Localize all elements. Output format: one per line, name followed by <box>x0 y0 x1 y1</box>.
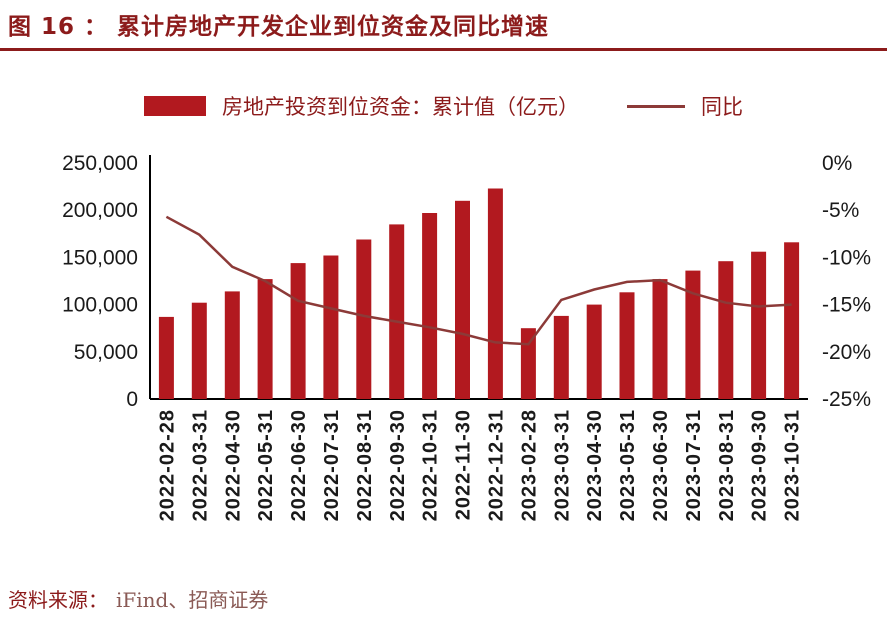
figure-header: 图 16 ： 累计房地产开发企业到位资金及同比增速 <box>0 0 887 51</box>
right-axis-tick-label: -10% <box>822 246 871 269</box>
bar-2022-07-31 <box>323 255 339 399</box>
left-axis-tick-label: 100,000 <box>62 294 138 317</box>
x-axis-label: 2022-08-31 <box>354 409 376 521</box>
bar-2022-08-31 <box>356 239 372 399</box>
left-axis-tick-label: 0 <box>126 388 138 411</box>
bar-series-swatch <box>144 96 206 116</box>
chart-legend: 房地产投资到位资金：累计值（亿元） 同比 <box>0 91 887 121</box>
right-axis-tick-label: 0% <box>822 152 852 175</box>
bar-2022-02-28 <box>158 316 174 399</box>
x-axis-label: 2023-08-31 <box>716 409 738 521</box>
x-axis-label: 2022-05-31 <box>255 409 277 521</box>
bar-2022-03-31 <box>191 302 207 399</box>
bar-2023-02-28 <box>520 328 536 399</box>
x-axis-label: 2022-06-30 <box>288 409 310 521</box>
line-series-swatch <box>627 104 685 108</box>
bar-2023-08-31 <box>718 261 734 399</box>
x-axis-label: 2022-04-30 <box>222 409 244 521</box>
bar-2023-06-30 <box>652 279 668 399</box>
bar-2023-03-31 <box>553 315 569 399</box>
source-note: 资料来源： iFind、招商证券 <box>8 584 887 613</box>
x-axis-label: 2023-10-31 <box>782 409 804 521</box>
x-axis-label: 2023-05-31 <box>617 409 639 521</box>
bar-2022-04-30 <box>224 291 240 399</box>
bar-2023-05-31 <box>619 292 635 399</box>
left-axis-tick-label: 200,000 <box>62 199 138 222</box>
source-label: 资料来源： <box>8 588 108 612</box>
bar-2022-12-31 <box>487 188 503 399</box>
bar-2023-07-31 <box>685 270 701 399</box>
right-axis-tick-label: -25% <box>822 388 871 411</box>
right-axis-tick-label: -5% <box>822 199 859 222</box>
x-axis-label: 2022-11-30 <box>453 409 475 520</box>
x-axis-label: 2022-12-31 <box>485 409 507 521</box>
left-axis-tick-label: 250,000 <box>62 152 138 175</box>
bar-2022-10-31 <box>422 213 438 399</box>
x-axis-label: 2023-03-31 <box>551 409 573 521</box>
x-axis-label: 2022-07-31 <box>321 409 343 521</box>
legend-item-bars: 房地产投资到位资金：累计值（亿元） <box>144 91 579 121</box>
bar-series-label: 房地产投资到位资金：累计值（亿元） <box>222 95 579 119</box>
bar-2022-09-30 <box>389 224 405 399</box>
bar-2022-11-30 <box>455 200 470 399</box>
figure-title: 图 16 ： 累计房地产开发企业到位资金及同比增速 <box>8 14 550 40</box>
bar-2023-09-30 <box>751 251 767 399</box>
x-axis-label: 2022-10-31 <box>420 409 442 521</box>
bar-2023-04-30 <box>586 304 602 399</box>
line-series-label: 同比 <box>701 95 743 119</box>
yoy-line <box>165 215 792 346</box>
left-axis-tick-label: 150,000 <box>62 246 138 269</box>
x-axis-label: 2023-06-30 <box>650 409 672 521</box>
x-axis-label: 2022-03-31 <box>189 409 211 521</box>
x-axis-label: 2022-02-28 <box>156 409 178 521</box>
source-value: iFind、招商证券 <box>116 588 269 612</box>
left-axis-tick-label: 50,000 <box>74 341 138 364</box>
x-axis-label: 2023-09-30 <box>749 409 771 521</box>
bar-2022-05-31 <box>257 279 273 399</box>
legend-item-line: 同比 <box>627 91 743 121</box>
x-axis-label: 2023-04-30 <box>584 409 606 521</box>
x-axis-label: 2022-09-30 <box>387 409 409 521</box>
chart-canvas: 0 50,000 100,000 150,000 200,000 250,000 0% -5%… <box>62 152 871 521</box>
right-axis-tick-label: -15% <box>822 294 871 317</box>
bar-2023-10-31 <box>784 242 800 399</box>
x-axis-label: 2023-02-28 <box>518 409 540 521</box>
bar-2022-06-30 <box>290 263 306 399</box>
right-axis-tick-label: -20% <box>822 341 871 364</box>
x-axis-label: 2023-07-31 <box>683 409 705 521</box>
